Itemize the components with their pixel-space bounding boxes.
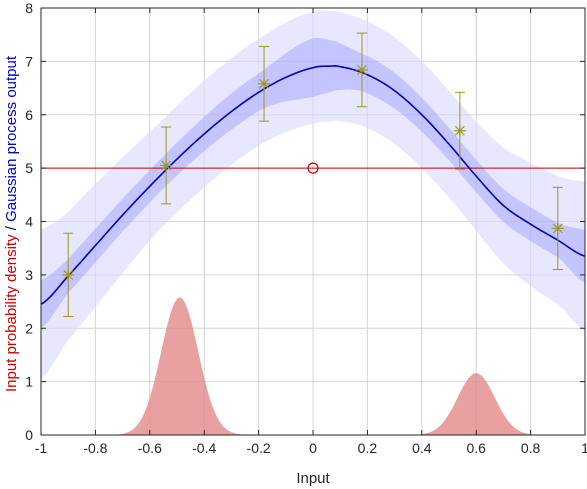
x-tick-label: 0.6 (466, 440, 486, 456)
x-tick-label: -0.6 (138, 440, 162, 456)
x-axis-label: Input (296, 470, 330, 487)
y-tick-labels: 0 1 2 3 4 5 6 7 8 (25, 0, 33, 443)
x-tick-labels: -1 -0.8 -0.6 -0.4 -0.2 0 0.2 0.4 0.6 0.8 1 (35, 440, 587, 456)
y-axis-label-part: Input probability density (3, 234, 20, 392)
y-tick-label: 4 (25, 214, 33, 230)
x-tick-label: -0.8 (83, 440, 107, 456)
measurement-point (355, 32, 368, 108)
marker-circle (307, 162, 319, 174)
x-tick-label: 1 (581, 440, 587, 456)
y-tick-label: 5 (25, 160, 33, 176)
x-tick-label: -1 (35, 440, 48, 456)
y-axis-label: Input probability density / Gaussian pro… (3, 55, 20, 392)
y-tick-label: 7 (25, 53, 33, 69)
axes (40, 7, 586, 436)
gp-inner-confidence-band (41, 37, 585, 329)
input-density-area (41, 297, 585, 435)
mean-curve (40, 65, 586, 305)
measurement-points (62, 32, 564, 318)
x-tick-label: 0.4 (412, 440, 432, 456)
measurement-point (258, 45, 271, 122)
measurement-point (62, 232, 75, 318)
x-tick-label: 0.8 (521, 440, 541, 456)
measurement-point (453, 91, 466, 170)
y-tick-label: 0 (25, 427, 33, 443)
y-tick-label: 8 (25, 0, 33, 16)
measurement-point (160, 126, 173, 205)
density-area (41, 297, 585, 435)
x-tick-label: 0 (309, 440, 317, 456)
gp-mean-line (40, 65, 586, 305)
y-tick-label: 1 (25, 374, 33, 390)
x-tick-label: -0.2 (247, 440, 271, 456)
y-tick-label: 6 (25, 107, 33, 123)
y-axis-label-part: Gaussian process output (3, 55, 20, 222)
outer-band-area (41, 10, 585, 379)
y-axis-label-part: / (3, 222, 20, 235)
y-tick-label: 3 (25, 267, 33, 283)
inner-band-area (41, 37, 585, 329)
y-tick-label: 2 (25, 320, 33, 336)
gp-outer-confidence-band (41, 10, 585, 379)
circle-marker (307, 162, 319, 174)
measurement-point (551, 186, 564, 271)
x-tick-label: -0.4 (192, 440, 216, 456)
x-tick-label: 0.2 (358, 440, 378, 456)
